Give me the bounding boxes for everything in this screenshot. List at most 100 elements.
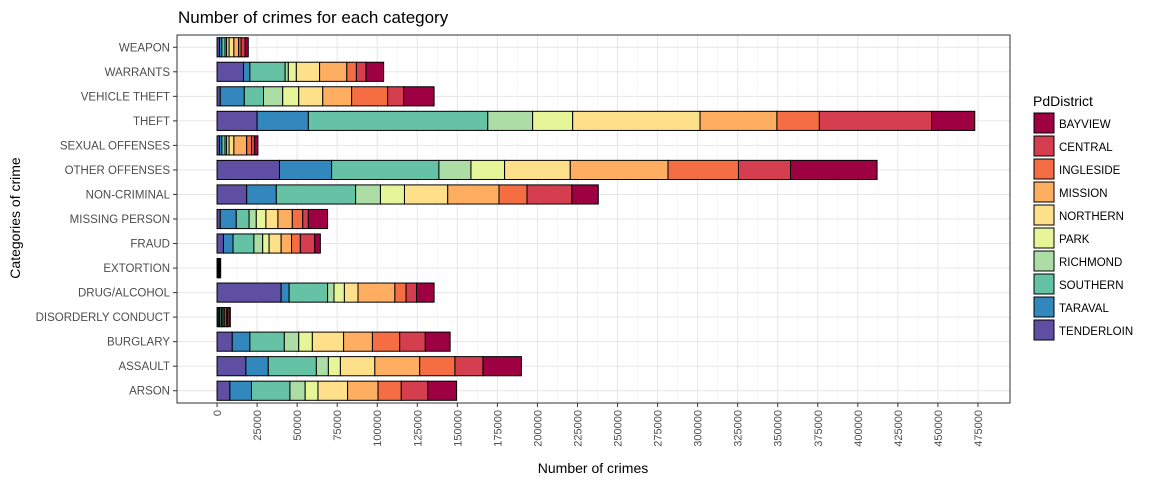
bar-segment xyxy=(307,208,329,230)
x-tick-label: 100000 xyxy=(372,410,384,447)
bar-segment xyxy=(249,61,286,82)
bar-segment xyxy=(298,331,313,352)
bar-segment xyxy=(216,159,281,181)
bar-segment xyxy=(268,233,282,254)
x-tick-label: 50000 xyxy=(292,410,304,441)
x-tick-label: 175000 xyxy=(492,410,504,447)
x-tick-label: 275000 xyxy=(653,410,665,447)
bar-segment xyxy=(498,184,528,205)
bar-segment xyxy=(250,380,291,401)
bar-segment xyxy=(283,331,300,352)
bar-segment xyxy=(427,380,458,401)
legend-label: CENTRAL xyxy=(1059,142,1113,154)
bar-segment xyxy=(216,356,247,377)
legend-label: SOUTHERN xyxy=(1059,280,1124,292)
bar-segment xyxy=(470,159,506,181)
y-tick-label: SEXUAL OFFENSES xyxy=(60,140,170,152)
bar-segment xyxy=(242,61,251,82)
y-tick-label: FRAUD xyxy=(130,239,170,251)
y-tick-label: BURGLARY xyxy=(107,337,170,349)
bar-segment xyxy=(319,61,348,82)
bar-segment xyxy=(229,380,252,401)
bar-segment xyxy=(243,86,265,107)
bar-segment xyxy=(304,380,319,401)
bar-segment xyxy=(400,380,429,401)
legend: PdDistrict BAYVIEW CENTRAL INGLESIDE MISSIO… xyxy=(1033,93,1133,341)
bar-segment xyxy=(298,86,324,107)
bar-segment xyxy=(526,184,573,205)
x-tick-label: 325000 xyxy=(733,410,745,447)
bar-segment xyxy=(254,135,259,156)
bar-segment xyxy=(262,233,270,254)
bar-segment xyxy=(219,208,237,230)
bar-segment xyxy=(482,356,522,377)
y-tick-label: ASSAULT xyxy=(118,361,170,373)
bar-segment xyxy=(277,208,293,230)
bar-segment xyxy=(394,282,407,303)
bar-segment xyxy=(232,233,255,254)
bar-segment xyxy=(245,356,269,377)
bars-layer xyxy=(216,37,976,401)
bar-segment xyxy=(249,331,285,352)
bar-segment xyxy=(302,208,309,230)
bar-segment xyxy=(216,380,231,401)
legend-key xyxy=(1033,250,1055,272)
bar-segment xyxy=(219,257,222,279)
bar-segment xyxy=(419,356,456,377)
bar-segment xyxy=(403,86,435,107)
bar-segment xyxy=(317,380,349,401)
bar-segment xyxy=(454,356,484,377)
x-tick-label: 375000 xyxy=(813,410,825,447)
bar-segment xyxy=(291,233,301,254)
legend-label: INGLESIDE xyxy=(1059,165,1121,177)
bar-segment xyxy=(571,184,599,205)
y-tick-label: THEFT xyxy=(133,116,170,128)
legend-key xyxy=(1033,135,1055,157)
legend-label: RICHMOND xyxy=(1059,257,1122,269)
bar-segment xyxy=(931,110,976,131)
x-tick-label: 150000 xyxy=(452,410,464,447)
bar-segment xyxy=(343,282,359,303)
bar-segment xyxy=(288,282,329,303)
legend-title: PdDistrict xyxy=(1033,93,1093,109)
bar-segment xyxy=(256,110,309,131)
bar-segment xyxy=(333,282,345,303)
bar-segment xyxy=(347,380,379,401)
bar-segment xyxy=(776,110,820,131)
y-tick-label: WARRANTS xyxy=(105,67,171,79)
chart-title: Number of crimes for each category xyxy=(178,8,449,27)
legend-key xyxy=(1033,158,1055,180)
bar-segment xyxy=(355,184,381,205)
bar-segment xyxy=(365,61,385,82)
x-tick-label: 300000 xyxy=(693,410,705,447)
bar-segment xyxy=(532,110,574,131)
bar-segment xyxy=(487,110,534,131)
x-tick-label: 125000 xyxy=(412,410,424,447)
x-tick-label: 250000 xyxy=(613,410,625,447)
bar-segment xyxy=(282,86,300,107)
bar-segment xyxy=(415,282,435,303)
bar-segment xyxy=(818,110,933,131)
bar-segment xyxy=(255,208,267,230)
legend-key xyxy=(1033,112,1055,134)
x-tick-label: 475000 xyxy=(973,410,985,447)
legend-label: NORTHERN xyxy=(1059,211,1124,223)
bar-segment xyxy=(355,61,367,82)
x-tick-label: 25000 xyxy=(252,410,264,441)
bar-segment xyxy=(216,110,258,131)
bar-segment xyxy=(351,86,389,107)
legend-label: TARAVAL xyxy=(1059,303,1109,315)
bar-segment xyxy=(377,380,402,401)
bar-segment xyxy=(216,331,233,352)
bar-segment xyxy=(246,184,277,205)
bar-segment xyxy=(263,86,284,107)
y-tick-label: VEHICLE THEFT xyxy=(81,91,170,103)
bar-segment xyxy=(222,233,234,254)
legend-label: PARK xyxy=(1059,234,1090,246)
y-tick-label: DISORDERLY CONDUCT xyxy=(36,312,170,324)
bar-segment xyxy=(790,159,878,181)
x-tick-label: 0 xyxy=(212,410,224,416)
bar-segment xyxy=(228,37,235,58)
